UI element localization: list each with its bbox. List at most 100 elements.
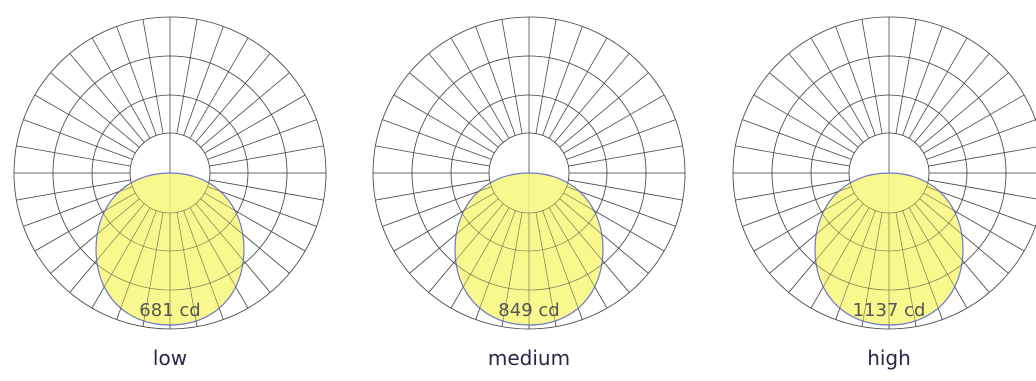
- polar-grid-overlay: [372, 16, 686, 330]
- grid-spoke: [209, 145, 324, 167]
- grid-spoke: [207, 119, 317, 160]
- polar-chart-high: 1137 cd: [729, 0, 1036, 330]
- grid-spoke: [914, 53, 990, 143]
- grid-spoke-overlay: [926, 186, 1036, 227]
- grid-spoke: [926, 119, 1036, 160]
- grid-spoke-overlay: [902, 210, 943, 320]
- grid-spoke-overlay: [189, 207, 249, 309]
- grid-spoke: [753, 94, 855, 154]
- grid-spoke: [204, 94, 306, 154]
- grid-spoke-overlay: [563, 192, 665, 252]
- grid-spoke-overlay: [475, 210, 516, 320]
- grid-spoke: [176, 19, 198, 134]
- mode-label-high: high: [867, 346, 911, 370]
- grid-spoke: [189, 37, 249, 139]
- grid-spoke: [861, 19, 883, 134]
- grid-spoke-overlay: [928, 179, 1036, 200]
- grid-spoke-overlay: [753, 192, 855, 252]
- polar-chart-medium: 849 cd: [369, 0, 689, 330]
- grid-spoke-overlay: [554, 203, 630, 293]
- grid-spoke-overlay: [835, 210, 876, 320]
- grid-spoke: [200, 72, 290, 148]
- grid-spoke-overlay: [810, 207, 870, 309]
- grid-spoke-overlay: [501, 212, 523, 327]
- grid-spoke: [542, 26, 583, 136]
- grid-spoke-overlay: [23, 186, 133, 227]
- grid-spoke-overlay: [50, 198, 140, 274]
- grid-spoke-overlay: [375, 179, 490, 201]
- grid-spoke: [69, 53, 145, 143]
- grid-spoke: [450, 37, 510, 139]
- grid-spoke-overlay: [142, 212, 164, 327]
- polar-grid-overlay: [732, 16, 1036, 330]
- grid-spoke-overlay: [450, 207, 510, 309]
- polar-chart-low: 681 cd: [10, 0, 330, 330]
- grid-spoke: [535, 19, 557, 134]
- grid-spoke: [568, 145, 683, 167]
- grid-spoke: [142, 19, 164, 134]
- grid-spoke-overlay: [735, 179, 850, 201]
- grid-spoke-overlay: [393, 192, 495, 252]
- grid-spoke: [375, 145, 490, 167]
- grid-spoke: [23, 119, 133, 160]
- grid-spoke: [91, 37, 151, 139]
- grid-spoke-overlay: [566, 186, 676, 227]
- grid-spoke: [919, 72, 1009, 148]
- grid-spoke-overlay: [742, 186, 852, 227]
- grid-spoke-overlay: [183, 210, 224, 320]
- grid-spoke-overlay: [908, 207, 968, 309]
- grid-spoke-overlay: [923, 192, 1025, 252]
- mode-label-low: low: [152, 346, 188, 370]
- grid-spoke-overlay: [34, 192, 136, 252]
- grid-spoke-overlay: [535, 212, 557, 327]
- grid-spoke-overlay: [861, 212, 883, 327]
- grid-spoke: [50, 72, 140, 148]
- grid-spoke-overlay: [116, 210, 157, 320]
- grid-spoke: [788, 53, 864, 143]
- grid-spoke: [195, 53, 271, 143]
- grid-spoke: [769, 72, 859, 148]
- polar-grid-overlay: [13, 16, 327, 330]
- grid-spoke: [382, 119, 492, 160]
- grid-spoke-overlay: [548, 207, 608, 309]
- grid-spoke-overlay: [542, 210, 583, 320]
- grid-spoke: [928, 146, 1036, 167]
- grid-spoke-overlay: [428, 203, 504, 293]
- grid-spoke: [902, 26, 943, 136]
- grid-spoke: [559, 72, 649, 148]
- grid-spoke-overlay: [382, 186, 492, 227]
- grid-spoke: [742, 119, 852, 160]
- grid-spoke-overlay: [16, 179, 131, 201]
- grid-spoke-overlay: [914, 203, 990, 293]
- grid-spoke-overlay: [91, 207, 151, 309]
- polar-svg-high: 1137 cd: [732, 16, 1036, 330]
- grid-spoke: [183, 26, 224, 136]
- grid-spoke-overlay: [788, 203, 864, 293]
- grid-spoke: [835, 26, 876, 136]
- grid-spoke: [810, 37, 870, 139]
- grid-spoke: [16, 145, 131, 167]
- grid-spoke-overlay: [209, 179, 324, 201]
- grid-spoke-overlay: [769, 198, 859, 274]
- grid-spoke-overlay: [895, 212, 917, 327]
- grid-spoke-overlay: [207, 186, 317, 227]
- grid-spoke-overlay: [195, 203, 271, 293]
- grid-spoke: [908, 37, 968, 139]
- peak-intensity-label: 681 cd: [139, 300, 200, 321]
- grid-spoke: [554, 53, 630, 143]
- grid-spoke-overlay: [176, 212, 198, 327]
- grid-spoke: [393, 94, 495, 154]
- grid-spoke: [116, 26, 157, 136]
- grid-spoke-overlay: [204, 192, 306, 252]
- grid-spoke: [409, 72, 499, 148]
- grid-spoke: [563, 94, 665, 154]
- grid-spoke-overlay: [568, 179, 683, 201]
- grid-spoke: [501, 19, 523, 134]
- grid-spoke: [735, 145, 850, 167]
- grid-spoke-overlay: [559, 198, 649, 274]
- grid-spoke-overlay: [409, 198, 499, 274]
- grid-spoke: [923, 94, 1025, 154]
- polar-svg-medium: 849 cd: [372, 16, 686, 330]
- grid-spoke-overlay: [69, 203, 145, 293]
- grid-spoke: [475, 26, 516, 136]
